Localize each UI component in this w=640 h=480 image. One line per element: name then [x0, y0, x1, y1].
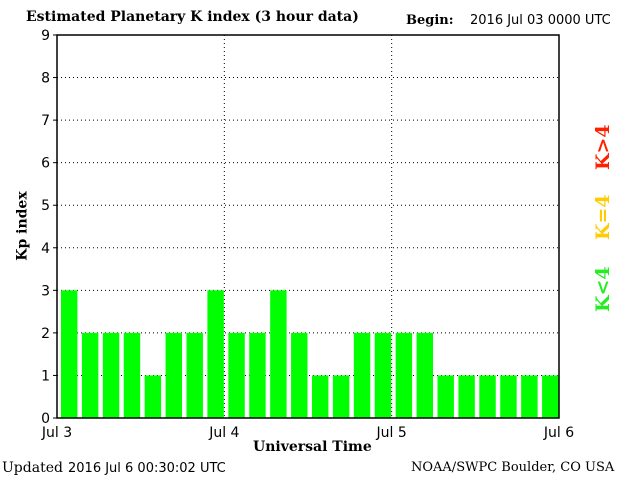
- bar: [165, 332, 182, 418]
- x-tick-label: Jul 4: [208, 425, 239, 441]
- y-tick-label: 9: [41, 28, 50, 44]
- bar: [102, 332, 120, 418]
- y-tick-label: 3: [41, 283, 50, 299]
- y-tick-label: 4: [41, 241, 50, 257]
- bar: [228, 332, 245, 418]
- x-tick-label: Jul 5: [376, 425, 407, 441]
- y-tick-label: 6: [41, 156, 50, 172]
- bar: [291, 332, 308, 418]
- bar: [123, 332, 141, 418]
- bar: [479, 375, 496, 418]
- x-axis-label: Universal Time: [253, 439, 372, 455]
- bar: [312, 375, 329, 418]
- plot-frame: [56, 34, 560, 419]
- bar: [353, 332, 371, 418]
- bar: [416, 332, 433, 418]
- bar: [186, 332, 203, 418]
- y-tick-label: 7: [41, 113, 50, 129]
- y-tick-label: 8: [41, 71, 50, 87]
- bar: [500, 375, 517, 418]
- x-tick-label: Jul 3: [41, 425, 72, 441]
- bar: [61, 290, 78, 418]
- updated-label: Updated: [2, 460, 63, 476]
- y-tick-label: 5: [41, 198, 50, 214]
- x-tick-label: Jul 6: [543, 425, 574, 441]
- y-tick-label: 0: [41, 411, 50, 427]
- bar: [249, 332, 266, 418]
- bar: [332, 375, 350, 418]
- updated-value: 2016 Jul 6 00:30:02 UTC: [68, 461, 226, 476]
- bar: [81, 332, 99, 418]
- y-tick-label: 1: [41, 368, 50, 384]
- y-tick-label: 2: [41, 326, 50, 342]
- bar: [144, 375, 162, 418]
- begin-value: 2016 Jul 03 0000 UTC: [470, 13, 611, 28]
- bar: [437, 375, 454, 418]
- bar: [207, 290, 224, 418]
- bar: [542, 375, 559, 418]
- bar: [395, 332, 413, 418]
- begin-label: Begin:: [406, 13, 454, 28]
- credit: NOAA/SWPC Boulder, CO USA: [411, 460, 615, 475]
- chart-title: Estimated Planetary K index (3 hour data…: [26, 9, 359, 25]
- bar: [270, 290, 287, 418]
- bar: [374, 332, 392, 418]
- bar: [521, 375, 538, 418]
- bar: [458, 375, 475, 418]
